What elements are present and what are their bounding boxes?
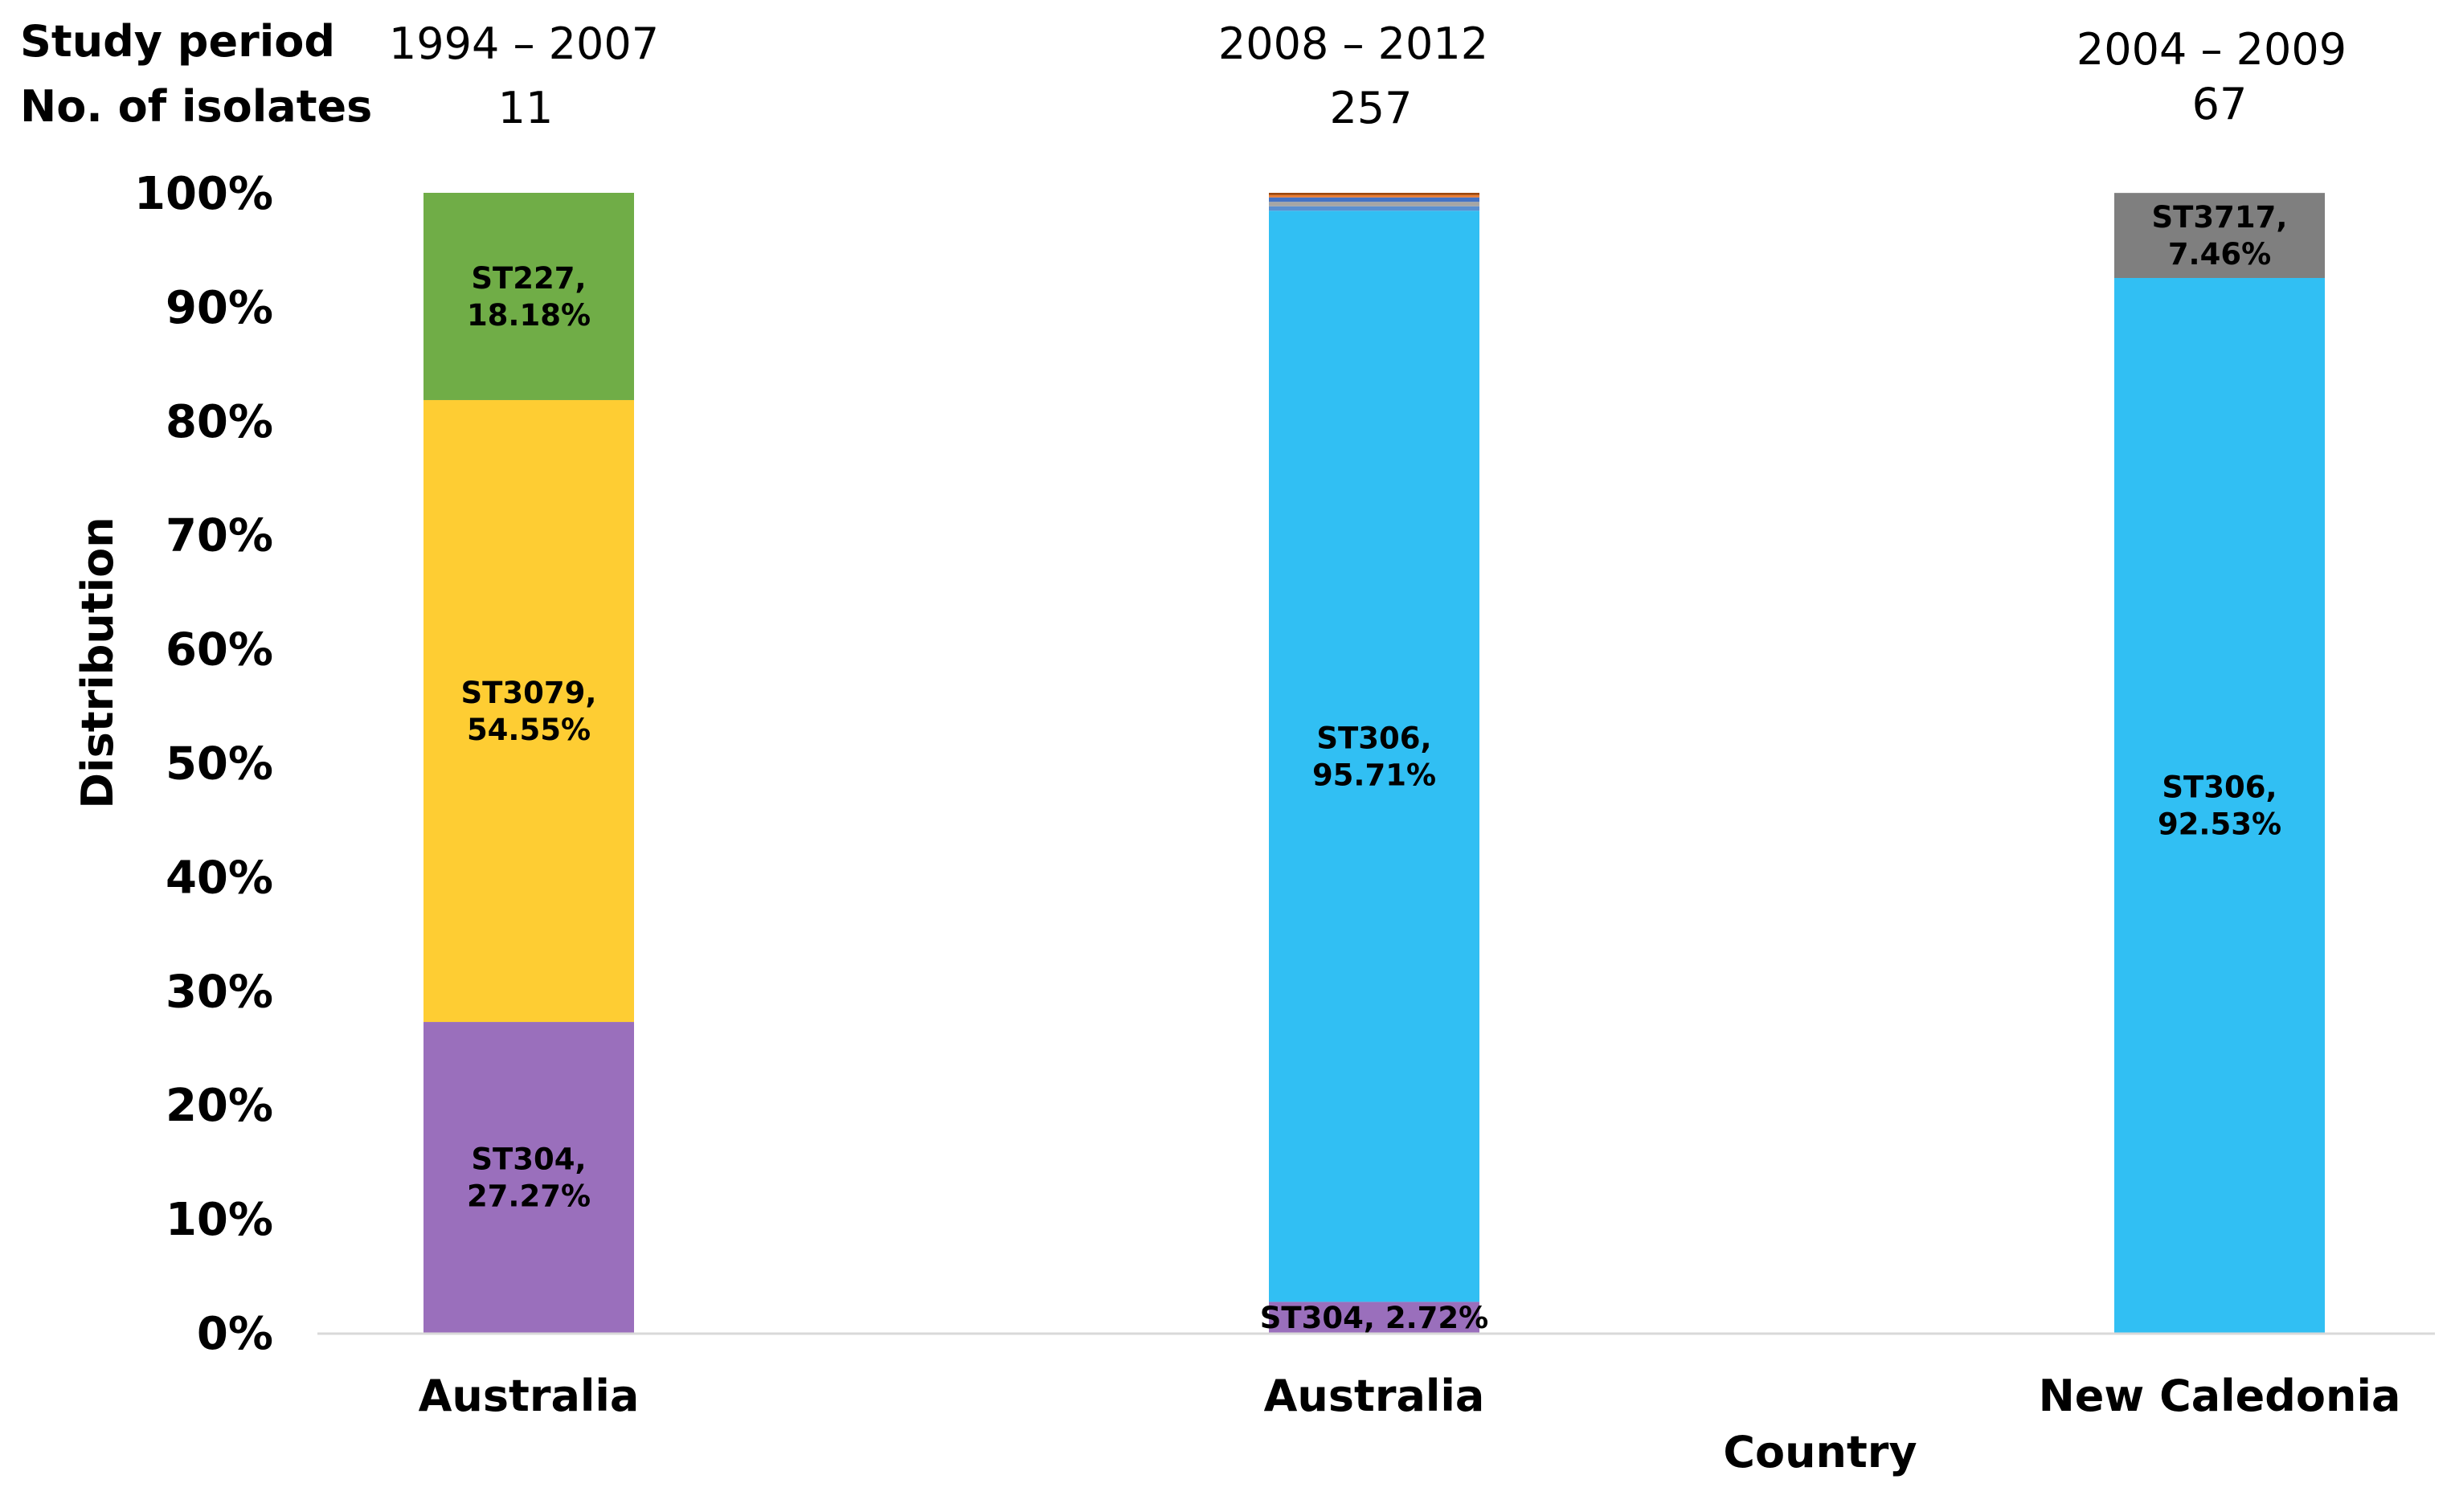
data-label: 18.18% bbox=[467, 298, 591, 333]
x-axis-title: Country bbox=[1723, 1427, 1917, 1477]
study-period-value: 1994 – 2007 bbox=[389, 18, 659, 69]
study-period-value: 2008 – 2012 bbox=[1218, 18, 1488, 69]
bar-segment-3-st306 bbox=[2114, 277, 2325, 1334]
axis-layer: Distribution Country bbox=[72, 517, 1917, 1477]
data-label: ST304, 2.72% bbox=[1260, 1301, 1488, 1335]
y-tick-label: 30% bbox=[166, 966, 273, 1018]
header-label-isolates: No. of isolates bbox=[20, 81, 372, 132]
category-label: Australia bbox=[1264, 1371, 1485, 1421]
data-label: ST227, bbox=[471, 261, 586, 296]
y-tick-label: 10% bbox=[166, 1194, 273, 1246]
y-tick-label: 40% bbox=[166, 852, 273, 904]
bar-segment-2-st304 bbox=[1269, 1302, 1479, 1333]
bar-segment-1-st3079 bbox=[423, 399, 634, 1023]
y-tick-label: 80% bbox=[166, 396, 273, 448]
bars-layer bbox=[317, 193, 2435, 1335]
bar-segment-2-minor-5 bbox=[1269, 202, 1479, 206]
data-label: 95.71% bbox=[1312, 758, 1436, 792]
ticks-layer: 0% 10% 20% 30% 40% 50% 60% 70% 80% 90% 100% bbox=[134, 168, 273, 1360]
y-tick-label: 20% bbox=[166, 1080, 273, 1132]
bar-segment-3-st3717 bbox=[2114, 193, 2325, 278]
categories-layer: Australia Australia New Caledonia bbox=[419, 1371, 2401, 1421]
data-label: 7.46% bbox=[2168, 237, 2271, 272]
data-label: ST306, bbox=[2162, 770, 2277, 804]
bar-segment-2-minor-4 bbox=[1269, 206, 1479, 211]
data-label: ST3717, bbox=[2152, 200, 2288, 235]
y-tick-label: 50% bbox=[166, 738, 273, 791]
category-label: New Caledonia bbox=[2039, 1371, 2401, 1421]
bar-segment-1-st304 bbox=[423, 1022, 634, 1333]
isolate-count-value: 257 bbox=[1329, 83, 1412, 133]
isolate-count-value: 11 bbox=[498, 83, 554, 133]
bar-segment-2-minor-7 bbox=[1269, 194, 1479, 198]
data-label: ST3079, bbox=[461, 676, 597, 710]
data-label: ST304, bbox=[471, 1142, 586, 1177]
data-label: 54.55% bbox=[467, 713, 591, 747]
y-tick-label: 0% bbox=[197, 1308, 273, 1360]
bar-segment-1-st227 bbox=[423, 193, 634, 400]
y-tick-label: 100% bbox=[134, 168, 273, 220]
y-axis-title: Distribution bbox=[72, 517, 123, 808]
header-layer: Study period No. of isolates bbox=[20, 16, 372, 132]
data-label: ST306, bbox=[1316, 721, 1431, 755]
data-label: 27.27% bbox=[467, 1179, 591, 1214]
bar-segment-2-minor-6 bbox=[1269, 197, 1479, 202]
y-tick-label: 70% bbox=[166, 510, 273, 562]
category-label: Australia bbox=[419, 1371, 640, 1421]
header-values-layer: 1994 – 2007 2008 – 2012 2004 – 2009 11 257 67 bbox=[389, 18, 2347, 133]
bar-segment-2-st306 bbox=[1269, 210, 1479, 1302]
data-label: 92.53% bbox=[2158, 807, 2281, 841]
data-labels-layer: ST304,27.27% ST3079,54.55% ST227,18.18% ST3… bbox=[461, 200, 2288, 1335]
isolate-count-value: 67 bbox=[2192, 79, 2248, 129]
header-label-study-period: Study period bbox=[20, 16, 335, 67]
bar-segment-2-minor-8 bbox=[1269, 193, 1479, 195]
study-period-value: 2004 – 2009 bbox=[2077, 24, 2347, 75]
y-tick-label: 90% bbox=[166, 282, 273, 334]
y-tick-label: 60% bbox=[166, 624, 273, 676]
